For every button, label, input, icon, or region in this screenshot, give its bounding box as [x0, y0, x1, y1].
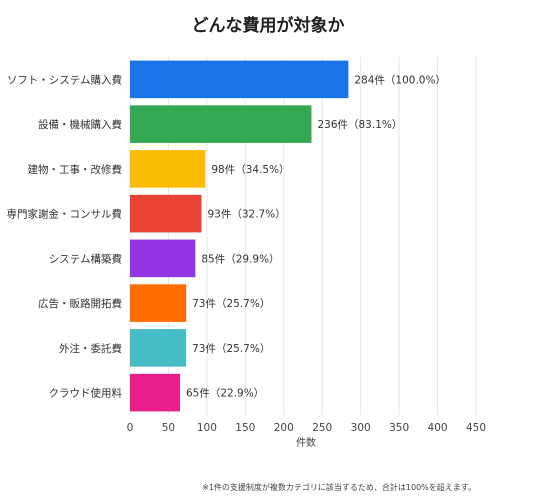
x-tick-label: 0 [127, 422, 134, 434]
bar-5 [130, 284, 187, 322]
bar-4 [130, 239, 196, 278]
bars [130, 60, 349, 412]
category-label: ソフト・システム購入費 [7, 73, 122, 86]
bar-3 [130, 194, 202, 233]
x-tick-label: 400 [428, 422, 448, 434]
value-label: 73件（25.7%） [192, 298, 270, 310]
x-tick-labels: 0 50 100 150 200 250 300 350 400 450 [127, 422, 486, 434]
category-labels: ソフト・システム購入費設備・機械購入費建物・工事・改修費専門家謝金・コンサル費シ… [7, 73, 123, 399]
bar-0 [130, 60, 349, 99]
x-tick-label: 200 [274, 422, 294, 434]
value-label: 284件（100.0%） [354, 74, 446, 86]
x-axis-title: 件数 [296, 436, 316, 449]
value-labels: 284件（100.0%） 236件（83.1%） 98件（34.5%） 93件（32.… [186, 74, 446, 399]
chart-title: どんな費用が対象か [192, 15, 345, 36]
value-label: 85件（29.9%） [201, 253, 279, 265]
bar-2 [130, 150, 206, 188]
category-label: 外注・委託費 [59, 342, 122, 355]
category-label: システム構築費 [49, 252, 122, 265]
category-label: クラウド使用料 [49, 387, 123, 400]
footnote: ※1件の支援制度が複数カテゴリに該当するため、合計は100%を超えます。 [202, 482, 476, 492]
bar-1 [130, 105, 312, 143]
x-tick-label: 100 [197, 422, 217, 434]
value-label: 65件（22.9%） [186, 388, 264, 400]
x-tick-label: 150 [235, 422, 255, 434]
x-tick-label: 300 [351, 422, 371, 434]
x-tick-label: 50 [162, 422, 175, 434]
x-tick-label: 350 [389, 422, 409, 434]
category-label: 広告・販路開拓費 [38, 297, 122, 310]
value-label: 93件（32.7%） [208, 209, 286, 221]
x-tick-label: 450 [466, 422, 486, 434]
value-label: 236件（83.1%） [317, 119, 402, 131]
bar-7 [130, 373, 180, 412]
bar-6 [130, 329, 187, 367]
category-label: 建物・工事・改修費 [28, 163, 123, 176]
x-tick-label: 250 [312, 422, 332, 434]
value-label: 98件（34.5%） [211, 164, 289, 176]
category-label: 設備・機械購入費 [38, 118, 122, 131]
category-label: 専門家謝金・コンサル費 [7, 208, 123, 221]
value-label: 73件（25.7%） [192, 343, 270, 355]
